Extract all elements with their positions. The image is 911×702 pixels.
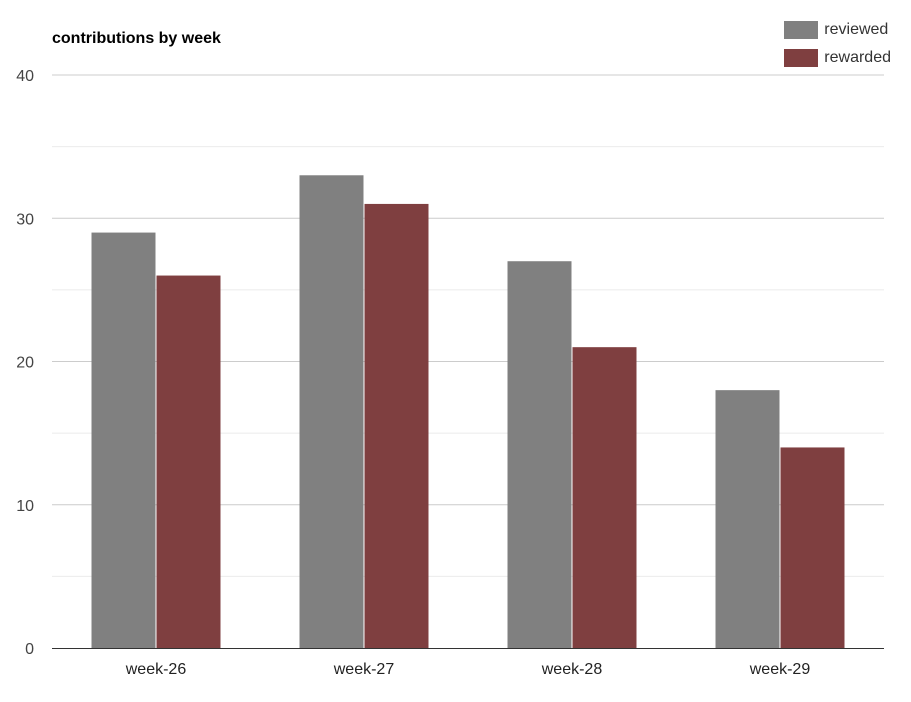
x-tick-label: week-29 — [749, 661, 811, 678]
legend-swatch-rewarded — [784, 49, 819, 67]
legend-item-reviewed: reviewed — [784, 16, 891, 44]
y-tick-label: 10 — [16, 498, 34, 515]
y-tick-label: 0 — [25, 641, 34, 658]
x-tick-label: week-27 — [333, 661, 395, 678]
bar-rewarded-week-26 — [156, 275, 221, 648]
bar-reviewed-week-28 — [507, 261, 572, 648]
y-tick-label: 20 — [16, 355, 34, 372]
bar-rewarded-week-27 — [364, 203, 429, 649]
y-axis: 0 10 20 30 40 — [16, 68, 34, 658]
bar-rewarded-week-28 — [572, 347, 637, 648]
bar-reviewed-week-29 — [715, 390, 780, 648]
bar-rewarded-week-29 — [780, 447, 845, 648]
x-axis: week-26 week-27 week-28 week-29 — [52, 648, 884, 678]
x-tick-label: week-28 — [541, 661, 603, 678]
legend-swatch-reviewed — [784, 21, 819, 39]
legend-label-reviewed: reviewed — [824, 21, 889, 38]
bar-reviewed-week-27 — [299, 175, 364, 648]
legend-item-rewarded: rewarded — [784, 44, 891, 72]
bar-reviewed-week-26 — [91, 232, 156, 648]
chart-title: contributions by week — [52, 30, 221, 47]
y-tick-label: 30 — [16, 211, 34, 228]
legend-label-rewarded: rewarded — [824, 49, 891, 66]
x-tick-label: week-26 — [125, 661, 187, 678]
y-tick-label: 40 — [16, 68, 34, 85]
bars — [91, 175, 845, 649]
legend: reviewed rewarded — [784, 16, 891, 72]
